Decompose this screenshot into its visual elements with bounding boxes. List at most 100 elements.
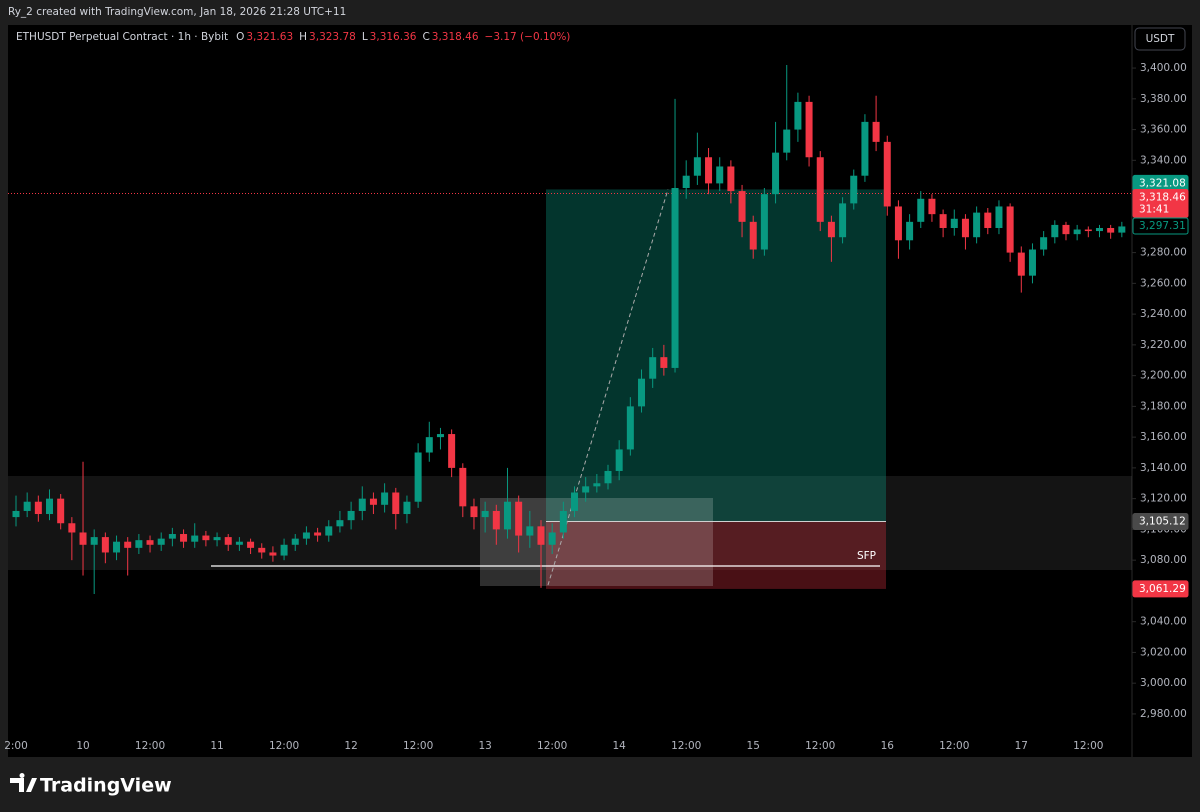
candle-body bbox=[883, 141, 891, 207]
chart-area bbox=[8, 25, 1192, 757]
candle-body bbox=[1118, 226, 1126, 233]
candle-body bbox=[950, 218, 958, 228]
legend: ETHUSDT Perpetual Contract · 1h · Bybit O… bbox=[16, 31, 570, 43]
candle-body bbox=[146, 540, 154, 545]
candle-body bbox=[537, 526, 545, 545]
candle-body bbox=[358, 498, 366, 511]
candle-body bbox=[247, 541, 255, 548]
y-tick-label: 3,040.00 bbox=[1140, 616, 1187, 628]
candle-body bbox=[772, 152, 780, 195]
candle-body bbox=[258, 547, 266, 553]
candle-body bbox=[649, 357, 657, 379]
demand-zone bbox=[8, 476, 1132, 570]
currency[interactable]: USDT bbox=[1146, 33, 1175, 45]
credit: Ry_2 created with TradingView.com, Jan 1… bbox=[8, 6, 346, 18]
candle-body bbox=[291, 538, 299, 545]
x-tick-label: 12 bbox=[344, 740, 357, 752]
y-tick-label: 3,400.00 bbox=[1140, 62, 1187, 74]
candle-body bbox=[1017, 252, 1025, 276]
candle-body bbox=[470, 506, 478, 518]
candle-body bbox=[381, 492, 389, 505]
x-tick-label: 12:00 bbox=[537, 740, 567, 752]
candle-body bbox=[1062, 224, 1070, 235]
candle-body bbox=[973, 212, 981, 238]
price-tag bbox=[1132, 188, 1189, 218]
price-tag-label: 3,061.29 bbox=[1139, 583, 1186, 595]
candle-body bbox=[325, 526, 333, 536]
candle-body bbox=[57, 498, 65, 524]
y-tick-label: 3,000.00 bbox=[1140, 677, 1187, 689]
candle-body bbox=[839, 203, 847, 238]
y-tick-label: 3,160.00 bbox=[1140, 431, 1187, 443]
y-tick-label: 3,180.00 bbox=[1140, 400, 1187, 412]
price-tag bbox=[1132, 217, 1189, 235]
candle-body bbox=[928, 198, 936, 215]
candle-body bbox=[1028, 249, 1036, 276]
candle-body bbox=[68, 523, 76, 533]
candle-body bbox=[638, 378, 646, 407]
x-tick-label: 2:00 bbox=[4, 740, 28, 752]
candle-body bbox=[760, 194, 768, 250]
candle-body bbox=[850, 175, 858, 204]
candle-body bbox=[961, 218, 969, 238]
y-tick-label: 3,080.00 bbox=[1140, 554, 1187, 566]
candle-body bbox=[235, 541, 243, 545]
candle-body bbox=[503, 501, 511, 530]
candle-body bbox=[1107, 227, 1115, 233]
candle-body bbox=[526, 526, 534, 536]
candle-body bbox=[604, 470, 612, 484]
ohlc-value: 3,323.78 bbox=[309, 31, 356, 43]
currency-button[interactable] bbox=[1134, 27, 1186, 51]
candle-body bbox=[213, 537, 221, 541]
candle-body bbox=[459, 467, 467, 507]
candle-body bbox=[794, 101, 802, 130]
candle-body bbox=[705, 157, 713, 184]
y-tick-label: 3,020.00 bbox=[1140, 646, 1187, 658]
candle-body bbox=[90, 537, 98, 545]
candle-body bbox=[168, 534, 176, 539]
price-tag bbox=[1132, 513, 1189, 531]
candle-body bbox=[191, 535, 199, 542]
candle-body bbox=[805, 101, 813, 158]
candle-body bbox=[1095, 227, 1103, 232]
candle-body bbox=[202, 535, 210, 541]
y-tick-label: 3,240.00 bbox=[1140, 308, 1187, 320]
x-tick-label: 10 bbox=[76, 740, 89, 752]
candle-body bbox=[314, 532, 322, 536]
candle-body bbox=[492, 510, 500, 530]
candle-body bbox=[1073, 229, 1081, 235]
sfp-box bbox=[480, 498, 713, 586]
annotation: SFP bbox=[857, 550, 876, 562]
candle-body bbox=[783, 129, 791, 153]
candle-body bbox=[157, 538, 165, 545]
candle-body bbox=[716, 166, 724, 184]
candle-body bbox=[414, 452, 422, 502]
candle-body bbox=[582, 486, 590, 493]
x-tick-label: 17 bbox=[1015, 740, 1028, 752]
price-tag-label: 3,321.08 bbox=[1139, 177, 1186, 189]
candle-body bbox=[548, 532, 556, 545]
candle-body bbox=[693, 157, 701, 176]
candle-body bbox=[1040, 237, 1048, 250]
candle-body bbox=[224, 537, 232, 545]
candle-body bbox=[280, 544, 288, 556]
candle-body bbox=[738, 191, 746, 222]
candle-body bbox=[861, 121, 869, 176]
y-tick-label: 3,120.00 bbox=[1140, 493, 1187, 505]
layer-candles bbox=[12, 64, 1126, 594]
y-tick-label: 3,340.00 bbox=[1140, 154, 1187, 166]
ohlc-key: L bbox=[362, 31, 368, 43]
logo: TradingView bbox=[10, 773, 172, 797]
ohlc-value: 3,316.36 bbox=[370, 31, 417, 43]
x-tick-label: 12:00 bbox=[135, 740, 165, 752]
candle-body bbox=[559, 510, 567, 533]
candle-body bbox=[46, 498, 54, 515]
candle-body bbox=[34, 501, 42, 515]
candle-body bbox=[124, 541, 132, 548]
candle-body bbox=[269, 552, 277, 556]
symbol: ETHUSDT Perpetual Contract · 1h · Bybit bbox=[16, 31, 228, 43]
x-tick-label: 13 bbox=[478, 740, 491, 752]
candle-body bbox=[392, 492, 400, 515]
candle-body bbox=[425, 437, 433, 453]
